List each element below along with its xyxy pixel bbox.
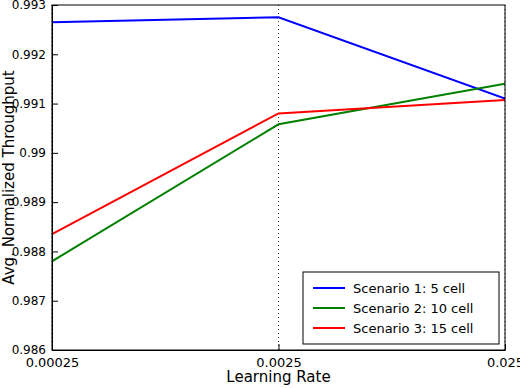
legend: Scenario 1: 5 cell Scenario 2: 10 cell Sce… bbox=[303, 272, 499, 344]
legend-label: Scenario 3: 15 cell bbox=[353, 321, 473, 336]
y-tick-label: 0.99 bbox=[19, 146, 46, 160]
legend-label: Scenario 2: 10 cell bbox=[353, 301, 473, 316]
x-tick-mark bbox=[279, 344, 280, 350]
grid bbox=[52, 5, 505, 350]
y-tick-mark bbox=[52, 5, 58, 6]
x-axis-line bbox=[53, 350, 506, 351]
y-tick: 0.993 bbox=[12, 0, 58, 12]
legend-swatch bbox=[313, 307, 345, 309]
plot: 0.000250.00250.0250.9860.9870.9880.9890.… bbox=[12, 0, 520, 370]
y-tick: 0.991 bbox=[12, 97, 58, 111]
x-tick: 0.0025 bbox=[256, 344, 302, 370]
y-axis-line bbox=[52, 6, 53, 351]
chart: 0.000250.00250.0250.9860.9870.9880.9890.… bbox=[0, 0, 520, 388]
y-tick: 0.986 bbox=[12, 343, 58, 357]
y-tick-label: 0.987 bbox=[12, 294, 46, 308]
y-tick-mark bbox=[52, 301, 58, 302]
y-tick: 0.992 bbox=[12, 48, 58, 62]
y-tick: 0.988 bbox=[12, 245, 58, 259]
x-tick-label: 0.00025 bbox=[26, 355, 80, 370]
grid-line bbox=[278, 5, 279, 350]
series-line bbox=[52, 84, 505, 261]
plot-frame bbox=[52, 5, 505, 350]
y-tick-mark bbox=[52, 104, 58, 105]
y-tick-mark bbox=[52, 54, 58, 55]
series-line bbox=[52, 100, 505, 234]
y-tick: 0.989 bbox=[12, 195, 58, 209]
lines bbox=[52, 17, 505, 261]
x-axis: 0.00025 0.0025 0.025 bbox=[26, 344, 520, 370]
y-tick-label: 0.986 bbox=[12, 343, 46, 357]
y-axis-title: Avg. Normalized Throughput bbox=[0, 70, 18, 284]
y-tick-label: 0.992 bbox=[12, 48, 46, 62]
y-tick: 0.99 bbox=[19, 146, 58, 160]
y-tick-mark bbox=[52, 153, 58, 154]
legend-swatch bbox=[313, 327, 345, 329]
y-tick-mark bbox=[52, 251, 58, 252]
y-tick-mark bbox=[52, 350, 58, 351]
y-tick: 0.987 bbox=[12, 294, 58, 308]
series-line bbox=[52, 17, 505, 98]
x-tick: 0.025 bbox=[487, 344, 520, 370]
y-tick-label: 0.993 bbox=[12, 0, 46, 12]
legend-label: Scenario 1: 5 cell bbox=[353, 281, 465, 296]
x-axis-title: Learning Rate bbox=[226, 368, 330, 386]
y-axis: 0.986 0.987 0.988 0.989 0.99 0.991 0.992 0.993 bbox=[12, 0, 58, 357]
legend-swatch bbox=[313, 287, 345, 289]
x-tick-mark bbox=[505, 344, 506, 350]
legend-box bbox=[303, 272, 499, 344]
x-tick-label: 0.025 bbox=[487, 355, 520, 370]
y-tick-mark bbox=[52, 202, 58, 203]
